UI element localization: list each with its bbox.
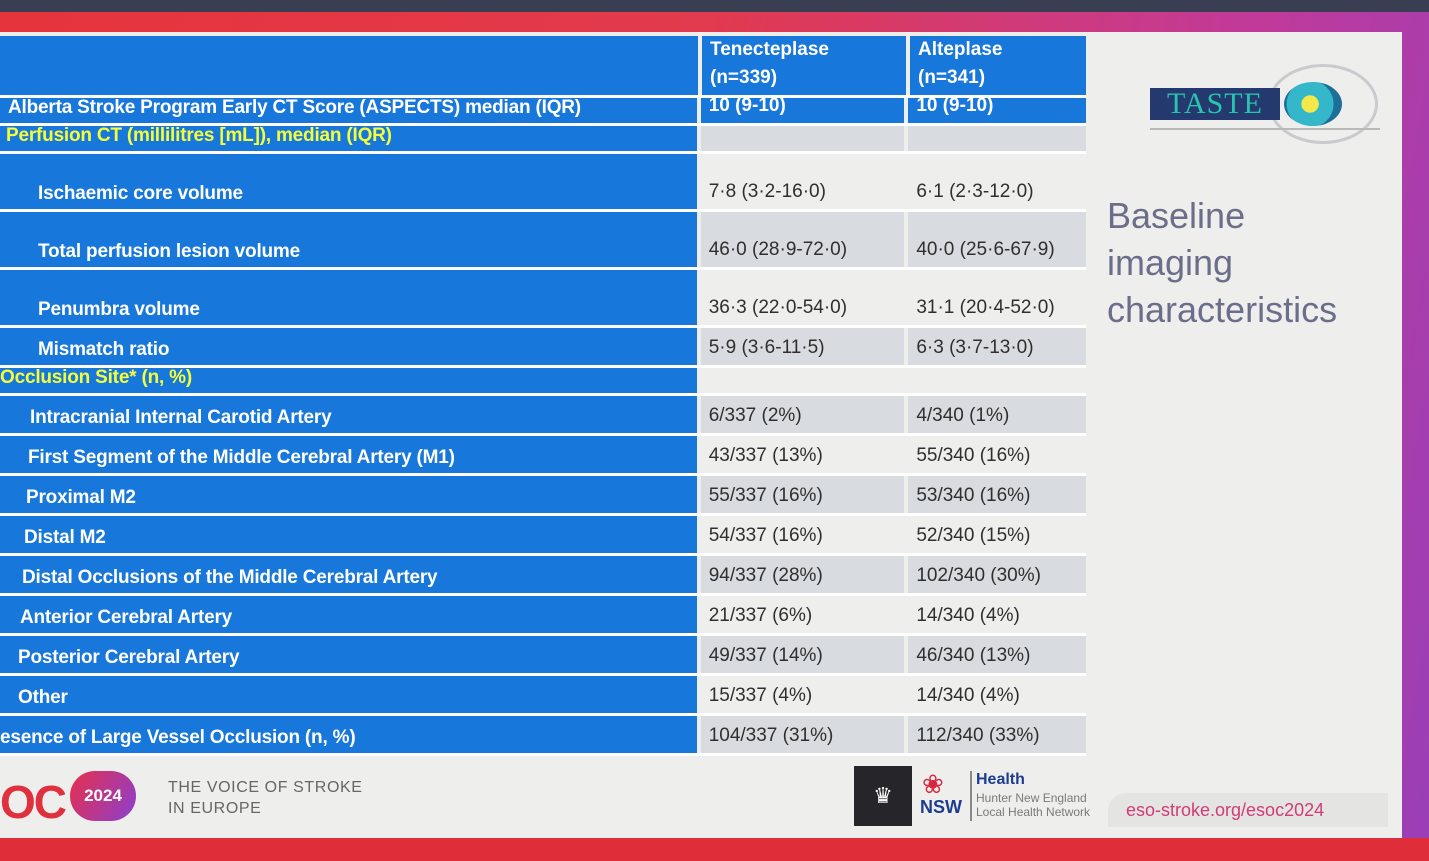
slide-title: Baseline imaging characteristics [1107,192,1337,333]
row-value-alteplase: 53/340 (16%) [908,476,1086,513]
row-label: Anterior Cerebral Artery [0,596,697,633]
table-row: Total perfusion lesion volume 46·0 (28·9… [0,212,1087,270]
header-tenecteplase-label: Tenecteplase [710,39,829,60]
tagline: THE VOICE OF STROKE IN EUROPE [168,777,363,819]
table-section-row: Perfusion CT (millilitres [mL]), median … [0,126,1086,154]
header-alteplase-label: Alteplase [918,39,1003,60]
row-value-tenecteplase: 104/337 (31%) [700,716,905,753]
row-value-alteplase: 6·3 (3·7-13·0) [908,328,1087,365]
row-label: Proximal M2 [0,476,697,513]
row-value-alteplase: 40·0 (25·6-67·9) [908,212,1087,267]
row-value-alteplase: 52/340 (15%) [916,525,1031,546]
slide-title-line2: imaging [1107,242,1234,283]
row-value-tenecteplase: 54/337 (16%) [708,525,823,546]
logo-divider [970,771,972,821]
table-row: Intracranial Internal Carotid Artery 6/3… [0,396,1086,436]
tagline-line2: IN EUROPE [168,800,262,817]
slide-footer: OC 2024 THE VOICE OF STROKE IN EUROPE ♛ … [0,757,1402,838]
taste-logo: TASTE [1150,64,1380,144]
row-value-alteplase: 31·1 (20·4-52·0) [916,297,1055,318]
brain-globe-icon [1284,82,1342,126]
header-alteplase: Alteplase (n=341) [910,36,1086,95]
table-row: Alberta Stroke Program Early CT Score (A… [0,95,1086,126]
table-header-row: Tenecteplase (n=339) Alteplase (n=341) [0,36,1086,98]
row-value-tenecteplase: 43/337 (13%) [708,445,823,466]
header-tenecteplase: Tenecteplase (n=339) [702,36,906,95]
row-label: Mismatch ratio [0,328,697,365]
tagline-line1: THE VOICE OF STROKE [168,779,363,796]
row-value-alteplase: 112/340 (33%) [908,716,1086,753]
row-value-tenecteplase: 6/337 (2%) [700,396,905,433]
row-label: Distal M2 [0,516,697,553]
row-value-tenecteplase: 21/337 (6%) [708,605,813,626]
table-row: Mismatch ratio 5·9 (3·6-11·5) 6·3 (3·7-1… [0,328,1087,368]
row-label: Ischaemic core volume [0,154,697,209]
waratah-flower-icon: ❀ [922,769,944,799]
row-value-alteplase: 14/340 (4%) [916,685,1020,706]
row-value-alteplase: 46/340 (13%) [908,636,1086,673]
header-alteplase-n: (n=341) [918,67,986,88]
conference-url: eso-stroke.org/esoc2024 [1108,793,1388,827]
slide-title-line3: characteristics [1107,289,1338,330]
table-row: Other 15/337 (4%) 14/340 (4%) [0,676,1086,716]
screen-top-bar [0,0,1429,12]
row-value-tenecteplase: 10 (9-10) [700,95,905,123]
header-blank-cell [0,36,698,95]
table-row: Penumbra volume 36·3 (22·0-54·0) 31·1 (2… [0,270,1086,328]
row-label: esence of Large Vessel Occlusion (n, %) [0,716,697,753]
esoc-year-badge: 2024 [70,771,136,821]
row-value-alteplase [908,126,1086,151]
table-row: Distal Occlusions of the Middle Cerebral… [0,556,1086,596]
row-label: Penumbra volume [0,270,697,325]
row-value-alteplase: 102/340 (30%) [908,556,1086,593]
table-row: Ischaemic core volume 7·8 (3·2-16·0) 6·1… [0,154,1086,212]
screen-bottom-bar [0,838,1429,861]
logo-subtitle-line [1150,128,1380,130]
nsw-logo-text: NSW [920,797,962,817]
table-row: Proximal M2 55/337 (16%) 53/340 (16%) [0,476,1086,516]
row-label: Posterior Cerebral Artery [0,636,697,673]
section-label: Perfusion CT (millilitres [mL]), median … [0,126,697,151]
row-value-tenecteplase: 94/337 (28%) [700,556,905,593]
taste-logo-text: TASTE [1150,88,1280,120]
health-network-line2: Local Health Network [976,805,1091,819]
health-network: Hunter New England Local Health Network [976,791,1090,819]
header-tenecteplase-n: (n=339) [710,67,778,88]
row-value-alteplase: 4/340 (1%) [908,396,1086,433]
row-label: Total perfusion lesion volume [0,212,697,267]
row-value-alteplase: 55/340 (16%) [916,445,1031,466]
section-label: Occlusion Site* (n, %) [0,368,697,393]
row-label: Intracranial Internal Carotid Artery [0,396,697,433]
row-value-tenecteplase [701,368,905,393]
row-value-tenecteplase: 55/337 (16%) [700,476,905,513]
university-logo-icon: ♛ [854,766,912,826]
table-row: esence of Large Vessel Occlusion (n, %) … [0,716,1086,756]
table-row: Anterior Cerebral Artery 21/337 (6%) 14/… [0,596,1086,636]
row-value-tenecteplase: 5·9 (3·6-11·5) [700,328,905,365]
row-label: First Segment of the Middle Cerebral Art… [0,436,697,473]
table-row: Posterior Cerebral Artery 49/337 (14%) 4… [0,636,1086,676]
row-value-alteplase: 6·1 (2·3-12·0) [916,181,1034,202]
row-value-tenecteplase: 15/337 (4%) [708,685,813,706]
row-value-alteplase [908,368,1086,393]
table-row: First Segment of the Middle Cerebral Art… [0,436,1086,476]
row-label: Alberta Stroke Program Early CT Score (A… [0,98,697,123]
esoc-logo-text: OC [0,776,67,828]
row-label: Other [0,676,697,713]
table-section-row: Occlusion Site* (n, %) [0,368,1086,396]
slide-title-line1: Baseline [1107,195,1246,236]
row-value-tenecteplase: 49/337 (14%) [700,636,905,673]
slide: Tenecteplase (n=339) Alteplase (n=341) A… [0,32,1402,838]
row-value-tenecteplase: 46·0 (28·9-72·0) [700,212,905,267]
row-value-tenecteplase: 36·3 (22·0-54·0) [708,297,848,318]
row-value-alteplase: 14/340 (4%) [916,605,1020,626]
row-value-tenecteplase [700,126,905,151]
health-label: Health [976,771,1025,788]
row-value-tenecteplase: 7·8 (3·2-16·0) [708,181,826,202]
health-network-line1: Hunter New England [976,791,1087,805]
table-row: Distal M2 54/337 (16%) 52/340 (15%) [0,516,1086,556]
row-value-alteplase: 10 (9-10) [908,95,1086,123]
row-label: Distal Occlusions of the Middle Cerebral… [0,556,697,593]
baseline-table: Tenecteplase (n=339) Alteplase (n=341) A… [0,36,1087,756]
